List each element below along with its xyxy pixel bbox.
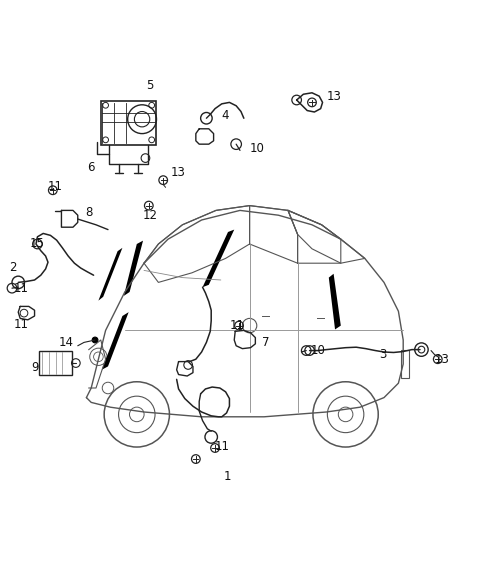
Text: 1: 1	[223, 470, 231, 484]
Text: 8: 8	[85, 206, 93, 220]
Polygon shape	[203, 230, 234, 287]
Bar	[39, 350, 72, 374]
Polygon shape	[124, 241, 143, 296]
Text: 6: 6	[87, 161, 95, 173]
Polygon shape	[329, 274, 341, 329]
Text: 13: 13	[326, 90, 341, 103]
Text: 7: 7	[262, 336, 269, 349]
Bar	[101, 102, 156, 145]
Text: 11: 11	[13, 318, 28, 331]
Text: 11: 11	[229, 319, 244, 332]
Text: 11: 11	[13, 281, 28, 295]
Text: 15: 15	[30, 237, 45, 249]
Text: 13: 13	[170, 166, 185, 179]
Text: 12: 12	[143, 208, 158, 222]
Text: 3: 3	[379, 348, 386, 361]
Text: 2: 2	[10, 260, 17, 273]
Text: 9: 9	[31, 361, 39, 374]
Circle shape	[92, 337, 98, 343]
Polygon shape	[98, 248, 122, 301]
Text: 13: 13	[434, 353, 449, 366]
Text: 11: 11	[48, 180, 63, 193]
Text: 4: 4	[222, 109, 229, 122]
Polygon shape	[102, 312, 129, 370]
Text: 5: 5	[146, 79, 154, 92]
Text: 11: 11	[215, 440, 230, 453]
Bar	[401, 350, 409, 378]
Text: 10: 10	[250, 141, 264, 155]
Text: 10: 10	[311, 344, 326, 357]
Text: 14: 14	[59, 336, 73, 349]
